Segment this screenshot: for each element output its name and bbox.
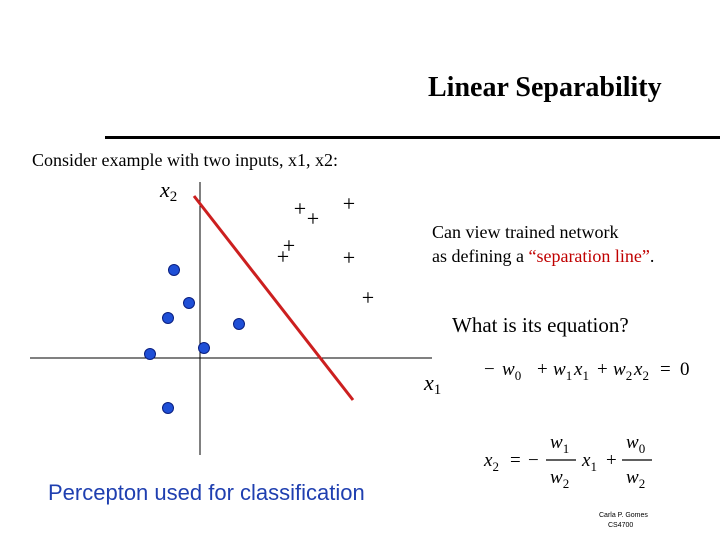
svg-text:+: + bbox=[597, 359, 608, 380]
svg-text:w1: w1 bbox=[550, 432, 569, 456]
note-line-2: as defining a “separation line”. bbox=[432, 246, 654, 267]
title-divider bbox=[105, 136, 720, 139]
separation-line bbox=[192, 195, 355, 401]
slide-title: Linear Separability bbox=[428, 72, 662, 103]
plus-marker: + bbox=[307, 206, 319, 231]
negative-point bbox=[168, 264, 180, 276]
negative-point bbox=[144, 348, 156, 360]
equations: − w0 + w1 x1 + w2 x2 = 0 x2 = − w1 w2 x1… bbox=[483, 359, 690, 491]
svg-text:=: = bbox=[510, 450, 521, 471]
svg-text:w1: w1 bbox=[553, 359, 572, 383]
note-suffix: . bbox=[649, 246, 655, 266]
decision-boundary-equation: x2 = − w1 w2 x1 + w0 w2 bbox=[483, 432, 652, 491]
plus-marker: + bbox=[283, 233, 295, 258]
negative-point bbox=[198, 342, 210, 354]
y-axis-label: x2 bbox=[159, 177, 177, 205]
plus-marker: + bbox=[277, 244, 289, 269]
svg-text:x2: x2 bbox=[633, 359, 649, 383]
plus-marker: + bbox=[343, 245, 355, 270]
svg-text:w0: w0 bbox=[626, 432, 645, 456]
intro-text: Consider example with two inputs, x1, x2… bbox=[32, 150, 338, 170]
equation-question: What is its equation? bbox=[452, 313, 629, 337]
note-prefix: as defining a bbox=[432, 246, 529, 266]
equation-line: − w0 + w1 x1 + w2 x2 = 0 bbox=[484, 359, 690, 383]
svg-text:=: = bbox=[660, 359, 671, 380]
credit-course: CS4700 bbox=[608, 522, 634, 529]
svg-text:x1: x1 bbox=[573, 359, 589, 383]
svg-text:0: 0 bbox=[680, 359, 690, 380]
svg-text:w2: w2 bbox=[626, 467, 645, 491]
footer-caption: Percepton used for classification bbox=[48, 480, 365, 505]
negative-point bbox=[233, 318, 245, 330]
svg-text:+: + bbox=[606, 450, 617, 471]
svg-text:−: − bbox=[528, 450, 539, 471]
note-line-1: Can view trained network bbox=[432, 222, 619, 242]
negative-point bbox=[162, 312, 174, 324]
svg-text:x2: x2 bbox=[483, 450, 499, 474]
svg-text:w2: w2 bbox=[550, 467, 569, 491]
svg-text:w0: w0 bbox=[502, 359, 521, 383]
svg-text:x1: x1 bbox=[581, 450, 597, 474]
plus-marker: + bbox=[294, 196, 306, 221]
plus-marker: + bbox=[362, 285, 374, 310]
negative-point bbox=[183, 297, 195, 309]
svg-text:−: − bbox=[484, 359, 495, 380]
plus-marker: + bbox=[343, 191, 355, 216]
svg-text:+: + bbox=[537, 359, 548, 380]
x-axis-label: x1 bbox=[423, 370, 441, 398]
credit-author: Carla P. Gomes bbox=[599, 512, 648, 519]
separation-line-quote: “separation line” bbox=[528, 246, 650, 266]
svg-text:w2: w2 bbox=[613, 359, 632, 383]
negative-point bbox=[162, 402, 174, 414]
